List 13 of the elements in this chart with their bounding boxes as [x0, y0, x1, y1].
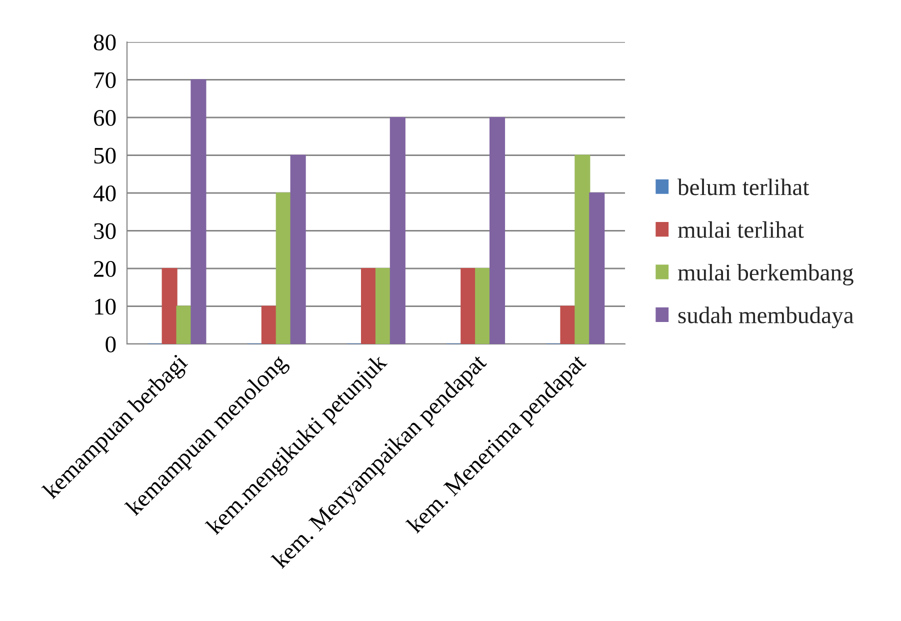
y-tick-label: 50	[94, 148, 116, 164]
legend-label: belum terlihat	[677, 178, 810, 196]
y-tick-label: 20	[94, 260, 116, 277]
y-tick-label: 30	[94, 223, 116, 240]
legend-label: mulai terlihat	[678, 221, 804, 238]
legend-label: sudah membudaya	[678, 306, 854, 328]
y-tick-label: 80	[94, 34, 116, 50]
legend-label: mulai berkembang	[678, 264, 854, 286]
y-tick-label: 70	[94, 72, 116, 88]
y-tick-label: 40	[93, 185, 116, 202]
y-tick-label: 0	[106, 336, 116, 352]
y-tick-label: 60	[94, 110, 116, 126]
y-tick-label: 10	[95, 298, 116, 315]
